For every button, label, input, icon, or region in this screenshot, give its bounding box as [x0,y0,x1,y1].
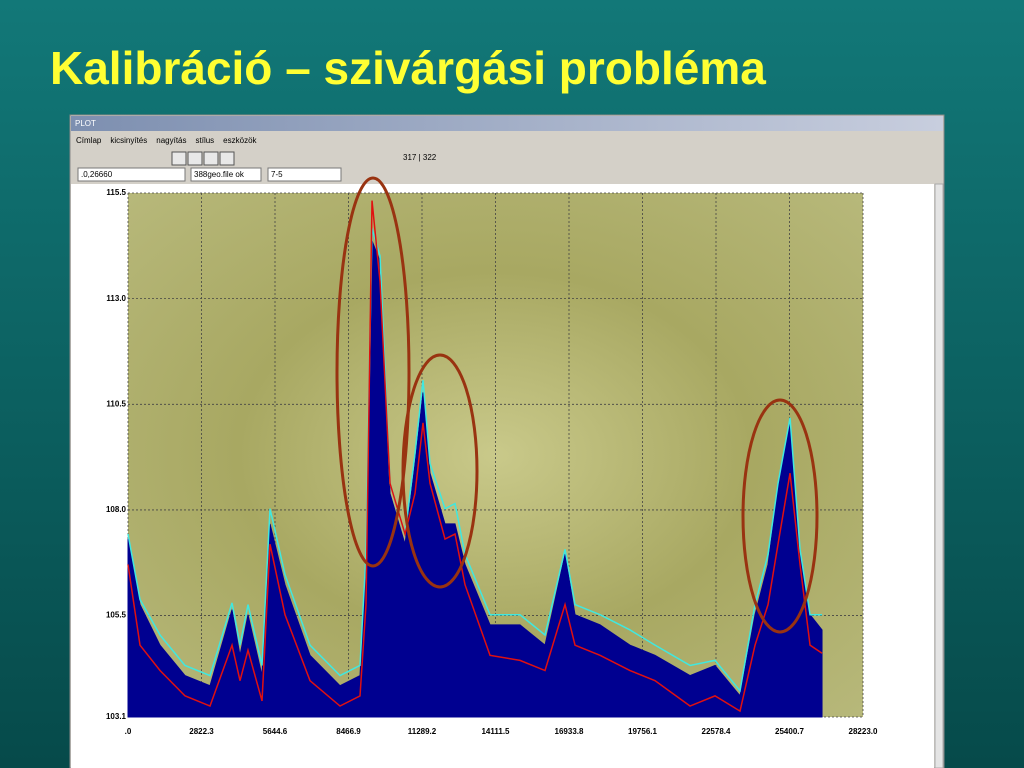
x-tick-label: 28223.0 [849,727,878,736]
tool-button[interactable] [219,151,235,166]
window-title: PLOT [75,119,96,128]
fields: .0,26660 388geo.file ok 7-5 [77,167,342,182]
x-tick-label: 8466.9 [336,727,361,736]
tool-button[interactable] [187,151,203,166]
tool-button[interactable] [203,151,219,166]
annotations [335,176,819,634]
title-bar [71,116,943,131]
menu-item[interactable]: eszközök [223,136,257,145]
x-tick-label: 11289.2 [408,727,437,736]
x-tick-label: 14111.5 [481,727,510,736]
x-tick-label: 2822.3 [189,727,214,736]
scrollbar[interactable] [934,183,944,768]
x-tick-label: 22578.4 [702,727,731,736]
tool-button[interactable] [171,151,187,166]
highlight-ellipse [335,176,411,568]
x-tick-label: 25400.7 [775,727,804,736]
menu-bar: Címlap kicsinyítés nagyítás stílus eszközök [76,136,258,145]
y-tick-label: 110.5 [106,399,126,408]
x-tick-label: 16933.8 [555,727,584,736]
menu-item[interactable]: kicsinyítés [110,136,147,145]
field-value: .0,26660 [81,170,113,179]
y-tick-label: 115.5 [106,188,126,197]
chart: 103.1 105.5 108.0 110.5 113.0 115.5 .0 2822.3 56… [106,188,878,736]
x-tick-label: 5644.6 [263,727,288,736]
y-tick-label: 103.1 [106,712,127,721]
x-tick-label: .0 [125,727,132,736]
y-tick-label: 113.0 [106,294,126,303]
text-field [267,167,342,182]
menu-item[interactable]: Címlap [76,136,102,145]
field-value: 388geo.file ok [194,170,245,179]
area-series [127,240,823,718]
menu-item[interactable]: stílus [196,136,215,145]
y-tick-label: 108.0 [106,505,127,514]
highlight-ellipse [741,398,819,634]
status-text: 317 | 322 [403,153,437,162]
line-series [127,200,823,713]
y-tick-label: 105.5 [106,611,127,620]
highlight-ellipse [401,353,479,589]
line-series [127,228,823,693]
x-tick-label: 19756.1 [628,727,657,736]
text-field [190,167,262,182]
text-field [77,167,186,182]
menu-item[interactable]: nagyítás [156,136,186,145]
field-value: 7-5 [271,170,283,179]
slide-title: Kalibráció – szivárgási probléma [50,42,766,94]
